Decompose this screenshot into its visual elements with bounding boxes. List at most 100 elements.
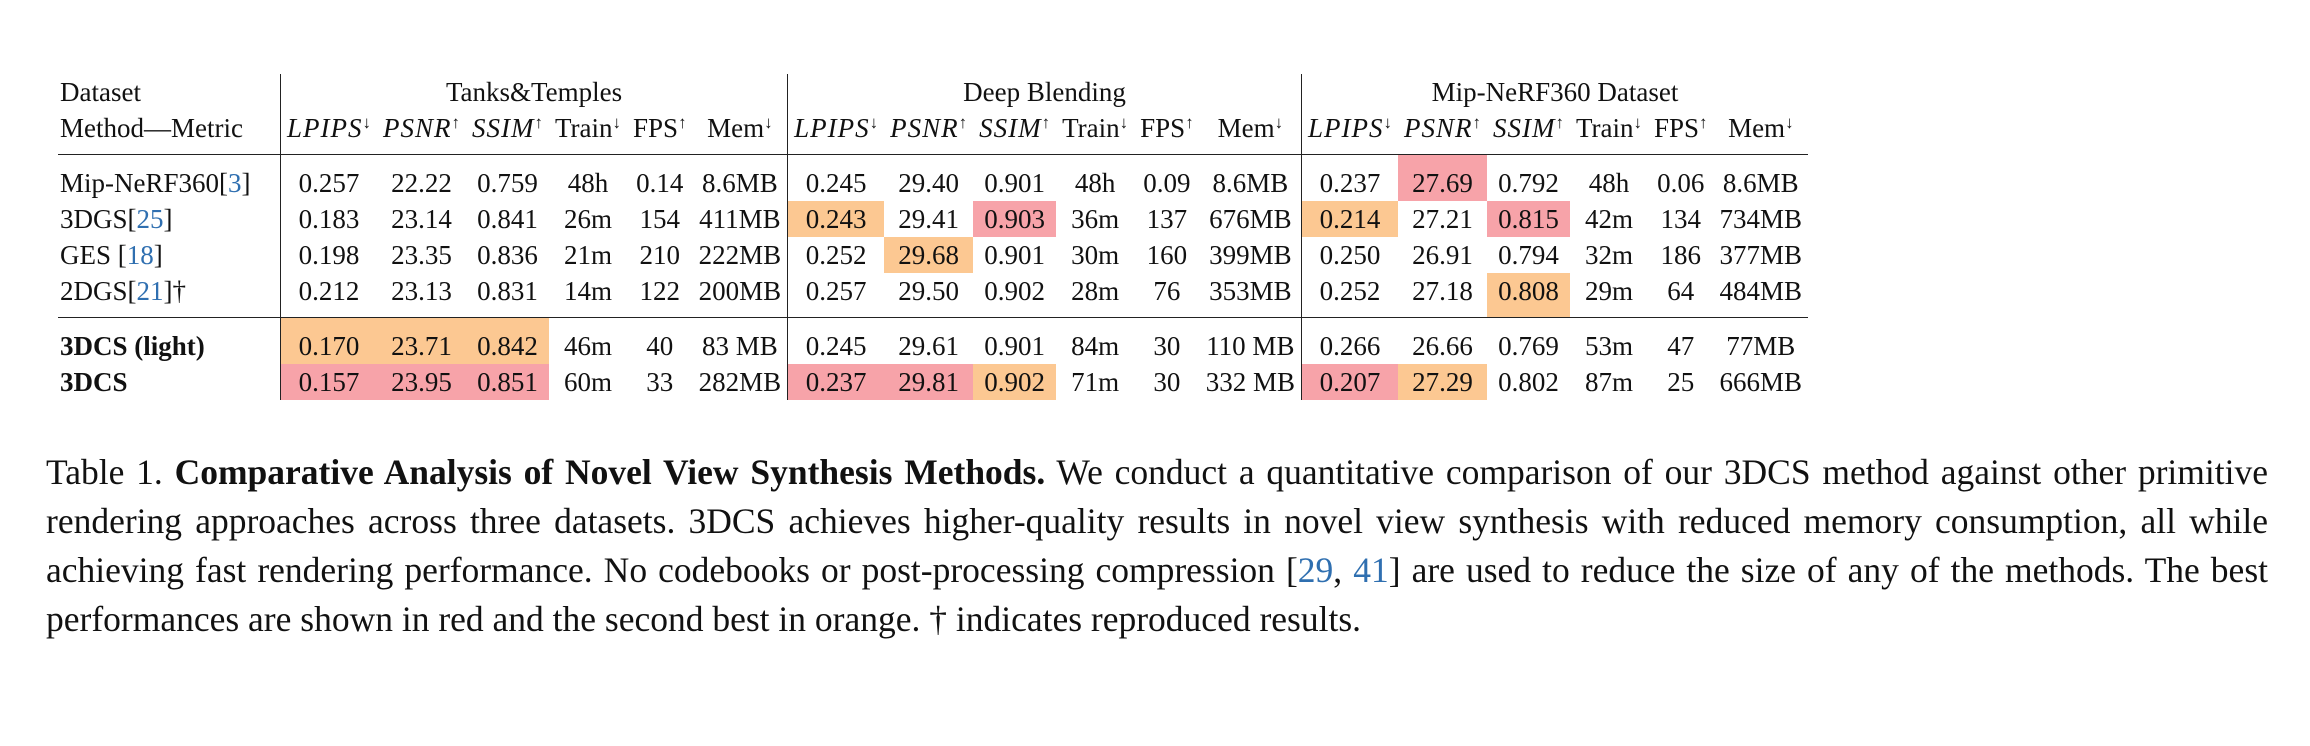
value-cell: 26.66 [1412,330,1473,361]
value-cell: 411MB [699,203,781,234]
value-cell: 29.41 [898,203,959,234]
value-cell: 0.245 [787,154,885,201]
caption-text: ] are used to reduce the size of any of … [46,550,2268,639]
metric-header: PSNR↑ [1397,110,1487,155]
value-cell: 71m [1071,366,1120,397]
value-cell: 0.252 [1300,273,1398,318]
metric-header: LPIPS↓ [1300,110,1398,155]
value-cell: 0.792 [1498,167,1559,198]
value-cell: 0.14 [636,167,684,198]
value-cell: 0.237 [1300,154,1398,201]
method-name: 3DCS (light) [60,330,205,361]
value-cell: 484MB [1713,273,1809,318]
citation[interactable]: 41 [1353,550,1389,590]
citation[interactable]: 29 [1297,550,1334,590]
data-row: 3DGS[25] 0.183 23.14 0.841 26m 154 411MB 0.243 2… [58,201,1808,237]
value-cell: 137 [1146,203,1188,234]
metric-arrow: ↓ [1633,112,1642,132]
value-cell: 27.21 [1412,203,1473,234]
value-cell: 27.18 [1397,273,1487,318]
value-cell: 23.95 [377,364,466,400]
value-cell: 0.836 [477,239,538,270]
value-cell: 134 [1660,203,1702,234]
metric-arrow: ↓ [869,112,879,132]
metric-header: LPIPS↓ [787,110,885,155]
metric-arrow: ↓ [1383,112,1392,132]
metric-name: SSIM [472,112,535,143]
metric-name: Mem [707,112,765,143]
value-cell: 0.831 [466,273,549,318]
table-caption: Table 1. Comparative Analysis of Novel V… [46,448,2268,644]
value-cell: 332 MB [1205,366,1295,397]
method-name: ] [241,167,251,198]
value-cell: 0.794 [1498,239,1559,270]
results-table: Dataset Tanks&Temples Deep Blending Mip-NeR… [58,74,1809,400]
metric-header: Train↓ [548,110,628,155]
metric-header: PSNR↑ [377,110,466,155]
metric-header: Mem↓ [692,110,788,155]
metric-arrow: ↑ [678,112,687,132]
value-cell: 200MB [692,273,788,318]
metric-arrow: ↑ [1699,112,1708,132]
value-cell: 676MB [1209,203,1292,234]
citation[interactable]: 18 [126,239,154,270]
metric-name: LPIPS [287,112,363,143]
value-cell: 8.6MB [1212,167,1289,198]
method-name: ] [163,203,173,234]
metric-name: Train [1575,112,1634,143]
method-cell: 3DGS[25] [58,201,281,237]
metric-arrow: ↓ [1785,112,1794,132]
citation[interactable]: 21 [136,275,164,306]
metric-arrow: ↓ [1119,112,1129,132]
value-cell: 0.170 [280,317,377,364]
value-cell: 14m [548,273,628,318]
data-row: 2DGS[21]† 0.212 23.13 0.831 14m 122 200MB 0.257… [58,273,1809,318]
citation[interactable]: 3 [228,167,242,198]
value-cell: 22.22 [391,167,452,198]
value-cell: 222MB [698,239,782,270]
metric-name: FPS [633,112,679,143]
value-cell: 734MB [1719,203,1803,234]
caption-text: , [1333,550,1354,590]
metric-header: Train↓ [1569,110,1648,155]
value-cell: 0.901 [984,239,1045,270]
value-cell: 29.68 [884,237,974,273]
value-cell: 46m [563,330,612,361]
value-cell: 0.250 [1300,237,1398,273]
value-cell: 0.902 [973,364,1057,400]
value-cell: 160 [1146,239,1188,270]
metric-arrow: ↓ [362,112,372,132]
citation[interactable]: 25 [136,203,164,234]
value-cell: 29.61 [898,330,959,361]
data-row: 3DCS (light) 0.170 23.71 0.842 46m 40 83 MB 0.2… [58,317,1808,364]
value-cell: 26m [563,203,612,234]
method-name: ] [153,239,163,270]
metric-header: LPIPS↓ [280,110,377,155]
value-cell: 0.815 [1486,201,1570,237]
value-cell: 0.769 [1498,330,1559,361]
value-cell: 0.157 [280,364,377,400]
value-cell: 28m [1056,273,1135,318]
value-cell: 0.901 [984,330,1045,361]
value-cell: 0.759 [477,167,538,198]
header-row: Method—Metric LPIPS↓ PSNR↑ SSIM↑ Train↓ FPS↑ M… [58,110,1809,155]
group-header: Tanks&Temples [279,74,788,110]
value-cell: 399MB [1209,239,1292,270]
value-cell: 23.71 [377,317,466,364]
method-cell: GES [18] [58,237,281,273]
metric-header: SSIM↑ [973,110,1057,155]
value-cell: 122 [627,273,693,318]
value-cell: 23.35 [391,239,452,270]
value-cell: 48h [567,167,609,198]
metric-header: SSIM↑ [466,110,549,155]
value-cell: 186 [1660,239,1702,270]
value-cell: 33 [646,366,674,397]
value-cell: 377MB [1719,239,1803,270]
value-cell: 76 [1134,273,1200,318]
value-cell: 0.243 [787,201,885,237]
value-cell: 0.257 [280,154,377,201]
metric-arrow: ↑ [1185,112,1194,132]
metric-header: Mem↓ [1199,110,1302,155]
value-cell: 0.851 [466,364,549,400]
metric-arrow: ↑ [451,112,461,132]
